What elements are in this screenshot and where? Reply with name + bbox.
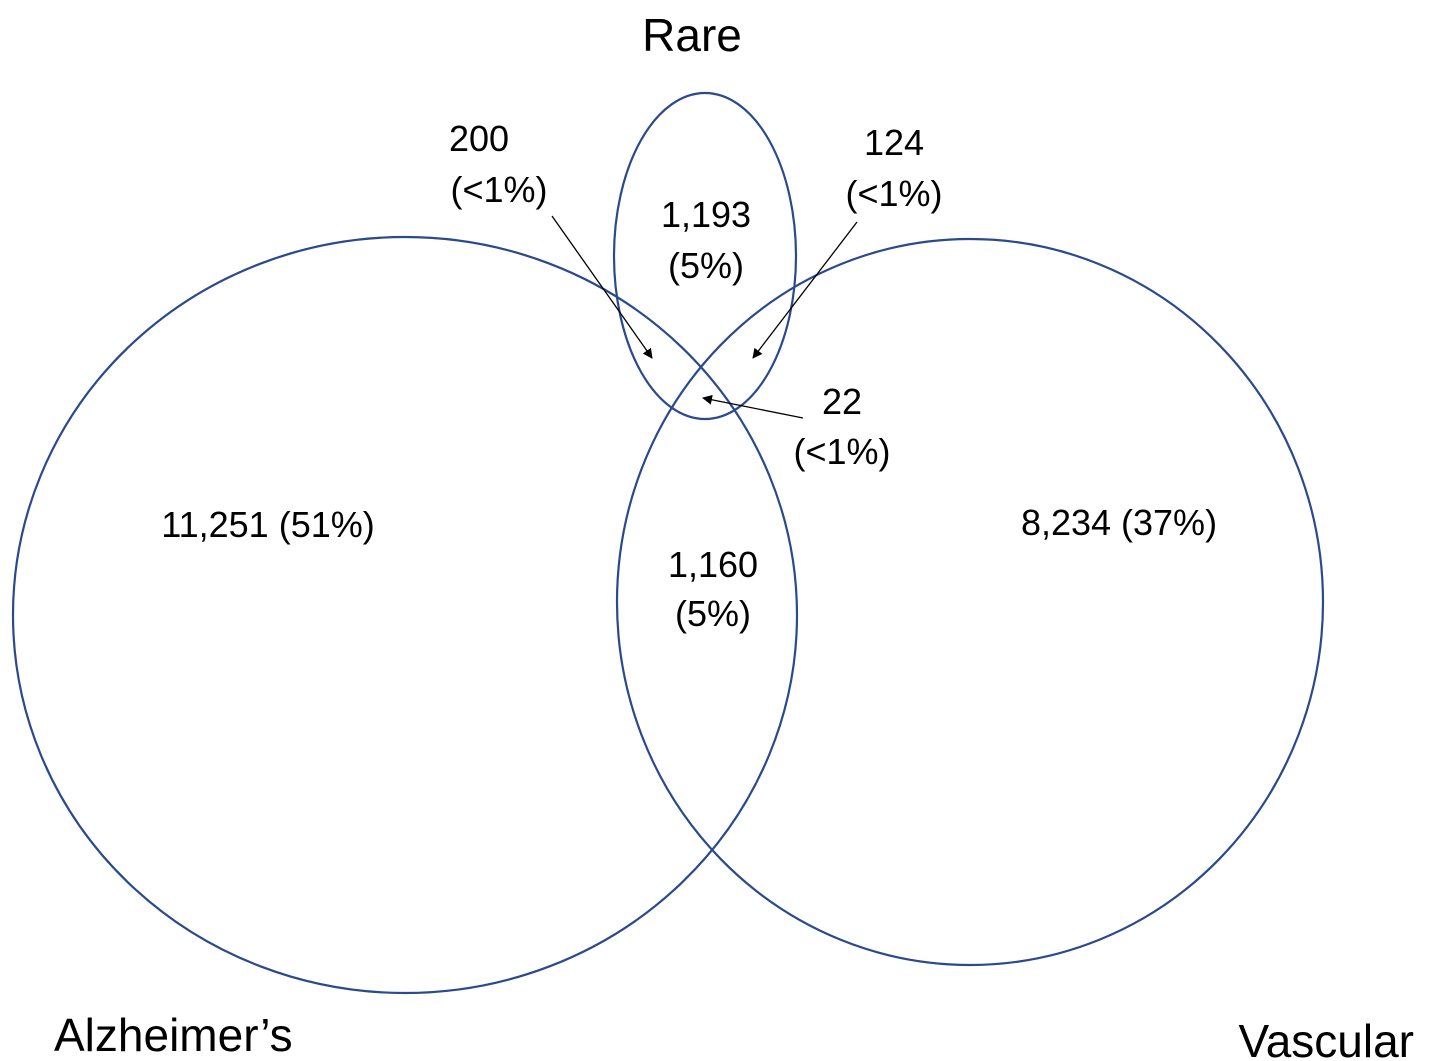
alzheimers-set-label: Alzheimer’s bbox=[54, 1009, 293, 1061]
rare-alzheimers-count: 200 bbox=[449, 118, 509, 159]
rare-alzheimers-pointer bbox=[551, 215, 653, 359]
rare-vascular-percent: (<1%) bbox=[845, 173, 942, 214]
rare-vascular-count: 124 bbox=[864, 122, 924, 163]
all-three-count: 22 bbox=[822, 381, 862, 422]
alzheimers-vascular-count: 1,160 bbox=[668, 544, 758, 585]
alzheimers-only-count: 11,251 (51%) bbox=[161, 504, 374, 545]
all-three-percent: (<1%) bbox=[793, 431, 890, 472]
rare-vascular-pointer bbox=[752, 221, 858, 359]
all-three-pointer bbox=[702, 394, 804, 419]
rare-set-label: Rare bbox=[642, 9, 742, 61]
rare-only-percent: (5%) bbox=[668, 245, 744, 286]
alzheimers-vascular-percent: (5%) bbox=[675, 593, 751, 634]
vascular-only-count: 8,234 (37%) bbox=[1021, 502, 1217, 543]
alzheimers-circle bbox=[11, 235, 799, 995]
rare-ellipse bbox=[612, 91, 798, 421]
vascular-circle bbox=[615, 237, 1325, 967]
rare-only-count: 1,193 bbox=[661, 194, 751, 235]
rare-alzheimers-percent: (<1%) bbox=[450, 169, 547, 210]
vascular-set-label: Vascular bbox=[1238, 1015, 1414, 1061]
